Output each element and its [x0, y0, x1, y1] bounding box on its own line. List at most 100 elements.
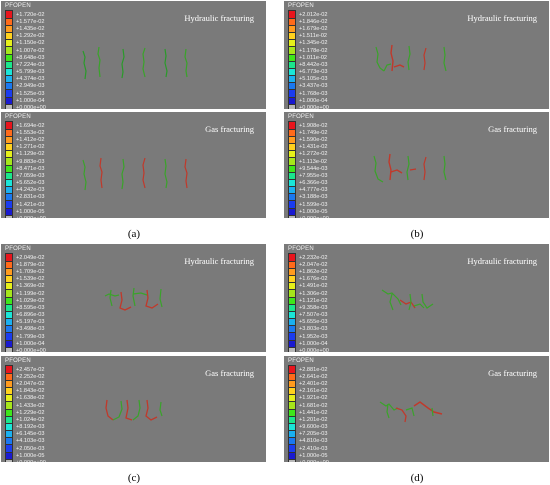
- legend-value: +1.539e-02: [16, 276, 45, 283]
- legend-value: +2.641e-02: [299, 373, 328, 380]
- legend-entry: +0.000e+00: [288, 103, 329, 109]
- legend-value: +7.059e-03: [16, 172, 45, 179]
- legend-entry: +0.000e+00: [288, 458, 329, 462]
- legend-value: +0.000e+00: [299, 460, 329, 462]
- legend-value: +1.000e-04: [299, 97, 328, 104]
- caption: (a): [127, 228, 141, 240]
- panel-title: Gas fracturing: [488, 368, 537, 378]
- legend-value: +1.720e-02: [16, 11, 45, 18]
- legend-value: +3.803e-03: [299, 326, 328, 333]
- legend-value: +1.491e-02: [299, 283, 328, 290]
- fracture-network: [82, 46, 188, 80]
- legend-value: +1.292e-02: [16, 33, 45, 40]
- legend-value: +1.129e-02: [16, 151, 45, 158]
- legend-value: +8.595e-03: [16, 304, 45, 311]
- legend-value: +0.000e+00: [16, 216, 46, 218]
- panel-title: Hydraulic fracturing: [467, 13, 537, 23]
- legend-value: +1.846e-02: [299, 18, 328, 25]
- legend-value: +1.412e-02: [16, 136, 45, 143]
- legend-value: +1.843e-02: [16, 388, 45, 395]
- legend-value: +3.437e-03: [299, 83, 328, 90]
- legend-value: +1.921e-02: [299, 395, 328, 402]
- legend-entry: +0.000e+00: [5, 214, 46, 218]
- legend-value: +1.709e-02: [16, 268, 45, 275]
- legend-value: +1.150e-02: [16, 40, 45, 47]
- legend-value: +1.121e-02: [299, 297, 328, 304]
- legend-value: +2.012e-02: [299, 11, 328, 18]
- fracture-network: [379, 401, 443, 423]
- legend-value: +1.029e-02: [16, 297, 45, 304]
- legend-value: +9.544e-03: [299, 165, 328, 172]
- legend-value: +2.457e-02: [16, 366, 45, 373]
- panel-title: Hydraulic fracturing: [184, 256, 254, 266]
- legend-value: +4.103e-03: [16, 438, 45, 445]
- legend-value: +1.577e-02: [16, 18, 45, 25]
- legend-value: +2.161e-02: [299, 388, 328, 395]
- color-legend: +2.049e-02 +1.879e-02 +1.709e-02 +1.539e-02…: [5, 253, 46, 352]
- legend-value: +1.306e-02: [299, 290, 328, 297]
- legend-title: PFOPEN: [288, 358, 314, 364]
- legend-value: +4.242e-03: [16, 187, 45, 194]
- caption: (c): [127, 472, 141, 484]
- legend-swatch: [288, 214, 296, 218]
- fracture-network: [381, 289, 434, 311]
- legend-value: +1.553e-02: [16, 129, 45, 136]
- legend-entry: +0.000e+00: [5, 458, 46, 462]
- legend-value: +4.777e-03: [299, 187, 328, 194]
- legend-value: +1.272e-02: [299, 151, 328, 158]
- legend-value: +3.188e-03: [299, 194, 328, 201]
- panel-b-gas: PFOPEN +1.908e-02 +1.749e-02 +1.590e-02 +1.…: [284, 112, 549, 218]
- fracture-network: [105, 399, 163, 421]
- legend-value: +8.442e-03: [299, 61, 328, 68]
- legend-value: +1.000e-05: [16, 452, 45, 459]
- legend-value: +1.201e-02: [299, 416, 328, 423]
- legend-value: +1.638e-02: [16, 395, 45, 402]
- legend-value: +0.000e+00: [16, 348, 46, 352]
- legend-value: +1.590e-02: [299, 136, 328, 143]
- legend-value: +2.401e-02: [299, 380, 328, 387]
- panel-d-hydraulic: PFOPEN +2.232e-02 +2.047e-02 +1.862e-02 +1.…: [284, 244, 549, 352]
- color-legend: +2.232e-02 +2.047e-02 +1.862e-02 +1.676e-02…: [288, 253, 329, 352]
- legend-value: +6.145e-03: [16, 431, 45, 438]
- legend-value: +1.511e-02: [299, 33, 328, 40]
- legend-value: +1.441e-02: [299, 409, 328, 416]
- legend-value: +1.369e-02: [16, 283, 45, 290]
- panel-a-hydraulic: PFOPEN +1.720e-02 +1.577e-02 +1.435e-02 +1.…: [1, 1, 266, 109]
- legend-value: +5.652e-03: [16, 180, 45, 187]
- legend-value: +7.955e-03: [299, 172, 328, 179]
- color-legend: +1.720e-02 +1.577e-02 +1.435e-02 +1.292e-02…: [5, 10, 46, 109]
- legend-value: +2.232e-02: [299, 254, 328, 261]
- panel-c-hydraulic: PFOPEN +2.049e-02 +1.879e-02 +1.709e-02 +1.…: [1, 244, 266, 352]
- legend-value: +1.749e-02: [299, 129, 328, 136]
- fracture-network: [375, 44, 447, 72]
- legend-title: PFOPEN: [5, 358, 31, 364]
- legend-value: +1.862e-02: [299, 268, 328, 275]
- legend-value: +4.374e-03: [16, 76, 45, 83]
- legend-title: PFOPEN: [288, 246, 314, 252]
- legend-value: +1.229e-02: [16, 409, 45, 416]
- fracture-network: [82, 157, 188, 191]
- legend-value: +1.681e-02: [299, 402, 328, 409]
- fracture-network: [104, 287, 163, 311]
- legend-value: +1.345e-02: [299, 40, 328, 47]
- legend-value: +2.252e-02: [16, 373, 45, 380]
- legend-value: +6.896e-03: [16, 312, 45, 319]
- panel-title: Gas fracturing: [205, 124, 254, 134]
- legend-value: +1.433e-02: [16, 402, 45, 409]
- legend-swatch: [288, 346, 296, 352]
- legend-value: +1.431e-02: [299, 144, 328, 151]
- legend-entry: +0.000e+00: [5, 103, 46, 109]
- legend-swatch: [5, 103, 13, 109]
- legend-value: +7.224e-03: [16, 61, 45, 68]
- legend-value: +1.011e-02: [299, 54, 328, 61]
- legend-value: +1.000e-05: [16, 208, 45, 215]
- fracture-network: [373, 153, 447, 183]
- legend-value: +2.047e-02: [16, 380, 45, 387]
- legend-value: +2.049e-02: [16, 254, 45, 261]
- legend-title: PFOPEN: [5, 246, 31, 252]
- legend-swatch: [5, 214, 13, 218]
- legend-value: +2.831e-03: [16, 194, 45, 201]
- panel-title: Hydraulic fracturing: [184, 13, 254, 23]
- legend-value: +2.881e-02: [299, 366, 328, 373]
- legend-value: +5.655e-03: [299, 319, 328, 326]
